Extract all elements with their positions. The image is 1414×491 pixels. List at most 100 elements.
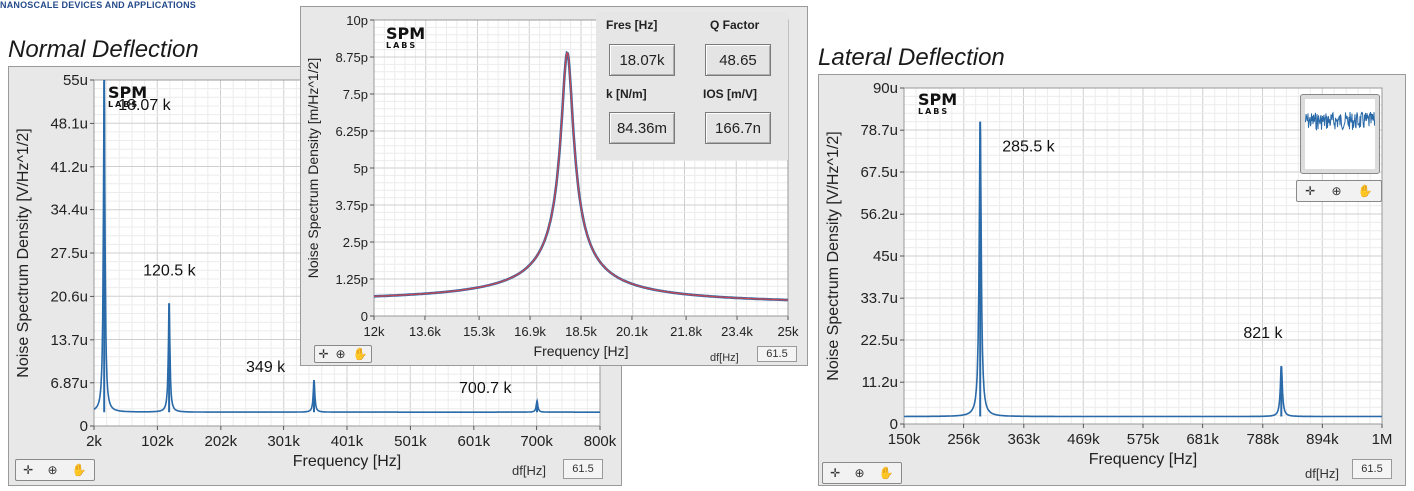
peak-label: 821 k: [1243, 325, 1283, 342]
cursor-icon[interactable]: ✛: [318, 347, 329, 361]
signal-preview-icon: [1305, 99, 1375, 169]
pan-hand-icon[interactable]: ✋: [878, 466, 894, 480]
graph-tools-lateral[interactable]: ✛ ⊕ ✋: [1296, 180, 1382, 202]
y-tick-label: 56.2u: [860, 206, 898, 223]
x-tick-label: 15.3k: [463, 324, 495, 339]
x-tick-label: 20.1k: [616, 324, 648, 339]
y-tick-label: 34.4u: [50, 202, 88, 219]
y-tick-label: 13.7u: [50, 332, 88, 349]
x-tick-label: 894k: [1306, 431, 1339, 448]
readout-label-ios: IOS [m/V]: [703, 87, 758, 101]
graph-tools-normal[interactable]: ✛ ⊕ ✋: [15, 459, 95, 481]
peak-label: 700.7 k: [459, 380, 512, 397]
y-tick-label: 45u: [873, 248, 898, 265]
x-tick-label: 681k: [1186, 431, 1219, 448]
x-tick-label: 788k: [1247, 431, 1280, 448]
peak-line: [103, 80, 538, 413]
y-tick-label: 27.5u: [50, 245, 88, 262]
y-tick-label: 6.87u: [50, 375, 88, 392]
y-axis-label: Noise Spectrum Density [m/Hz^1/2]: [305, 58, 321, 279]
y-tick-label: 55u: [63, 72, 88, 89]
y-tick-label: 5p: [354, 161, 368, 176]
x-tick-label: 401k: [331, 433, 364, 450]
pan-hand-icon[interactable]: ✋: [352, 347, 368, 361]
spm-labs-logo-lateral: SPM LABS: [918, 90, 958, 116]
graph-tools-zoom[interactable]: ✛ ⊕ ✋: [314, 345, 372, 363]
y-tick-label: 33.7u: [860, 290, 898, 307]
x-tick-label: 202k: [205, 433, 238, 450]
cursor-icon[interactable]: ✛: [830, 466, 841, 480]
x-tick-label: 18.5k: [565, 324, 597, 339]
x-axis-label: Frequency [Hz]: [1089, 451, 1197, 468]
x-tick-label: 25k: [778, 324, 799, 339]
brand-header: NANOSCALE DEVICES AND APPLICATIONS: [0, 0, 196, 10]
x-tick-label: 575k: [1127, 431, 1160, 448]
y-tick-label: 1.25p: [335, 272, 368, 287]
y-axis-label: Noise Spectrum Density [V/Hz^1/2]: [15, 128, 32, 377]
df-value-zoom[interactable]: 61.5: [757, 346, 797, 362]
y-tick-label: 0: [890, 416, 898, 433]
y-tick-label: 6.25p: [335, 124, 368, 139]
x-tick-label: 102k: [141, 433, 174, 450]
readout-label-q-factor: Q Factor: [710, 18, 760, 32]
zoom-icon[interactable]: ⊕: [335, 347, 346, 361]
peak-label: 120.5 k: [143, 262, 196, 279]
peak-line: [979, 121, 1283, 417]
zoom-icon[interactable]: ⊕: [47, 463, 58, 477]
spm-labs-logo-zoom: SPM LABS: [386, 24, 426, 50]
x-axis-label: Frequency [Hz]: [293, 453, 401, 470]
y-tick-label: 48.1u: [50, 115, 88, 132]
y-tick-label: 67.5u: [860, 164, 898, 181]
pan-hand-icon[interactable]: ✋: [1357, 184, 1373, 198]
x-tick-label: 12k: [364, 324, 385, 339]
x-tick-label: 150k: [888, 431, 921, 448]
y-tick-label: 20.6u: [50, 288, 88, 305]
y-tick-label: 11.2u: [862, 374, 898, 391]
zoom-icon[interactable]: ⊕: [854, 466, 865, 480]
x-tick-label: 1M: [1372, 431, 1393, 448]
y-axis-label: Noise Spectrum Density [V/Hz^1/2]: [825, 131, 842, 380]
df-label-normal: df[Hz]: [512, 463, 546, 478]
zoom-icon[interactable]: ⊕: [1331, 184, 1342, 198]
x-tick-label: 2k: [86, 433, 102, 450]
df-value-lateral[interactable]: 61.5: [1352, 459, 1392, 479]
x-tick-label: 800k: [584, 433, 617, 450]
y-tick-label: 7.5p: [343, 87, 368, 102]
readout-label-fres: Fres [Hz]: [606, 18, 658, 32]
spectrum-series-line: [904, 122, 1382, 418]
df-label-lateral: df[Hz]: [1305, 466, 1339, 481]
df-label-zoom: df[Hz]: [710, 352, 739, 364]
readout-value-ios[interactable]: 166.7n: [705, 112, 771, 144]
x-tick-label: 700k: [520, 433, 553, 450]
chart-title-normal: Normal Deflection: [8, 36, 199, 63]
spm-labs-logo: SPM LABS: [108, 83, 148, 109]
peak-label: 349 k: [246, 359, 286, 376]
graph-tools-lateral-bottom[interactable]: ✛ ⊕ ✋: [822, 462, 902, 484]
fit-series-line: [374, 51, 789, 301]
x-tick-label: 256k: [947, 431, 980, 448]
y-tick-label: 3.75p: [335, 198, 368, 213]
readout-value-q-factor[interactable]: 48.65: [705, 44, 771, 76]
df-value-normal[interactable]: 61.5: [563, 459, 603, 479]
readout-value-k[interactable]: 84.36m: [609, 112, 675, 144]
y-tick-label: 22.5u: [860, 332, 898, 349]
pan-hand-icon[interactable]: ✋: [71, 463, 87, 477]
x-tick-label: 21.8k: [670, 324, 702, 339]
y-tick-label: 8.75p: [335, 50, 368, 65]
spectrum-series-line: [93, 81, 600, 413]
y-tick-label: 0: [361, 309, 368, 324]
x-tick-label: 469k: [1067, 431, 1100, 448]
readout-label-k: k [N/m]: [606, 87, 647, 101]
y-tick-label: 2.5p: [343, 235, 368, 250]
signal-preview-frame: [1300, 94, 1380, 174]
readout-value-fres[interactable]: 18.07k: [609, 44, 675, 76]
cursor-icon[interactable]: ✛: [23, 463, 34, 477]
x-tick-label: 23.4k: [721, 324, 753, 339]
x-tick-label: 301k: [267, 433, 300, 450]
x-tick-label: 601k: [458, 433, 491, 450]
x-tick-label: 13.6k: [409, 324, 441, 339]
chart-title-lateral: Lateral Deflection: [818, 44, 1005, 71]
y-tick-label: 0: [80, 418, 88, 435]
cursor-icon[interactable]: ✛: [1305, 184, 1316, 198]
peak-label: 285.5 k: [1002, 139, 1055, 156]
